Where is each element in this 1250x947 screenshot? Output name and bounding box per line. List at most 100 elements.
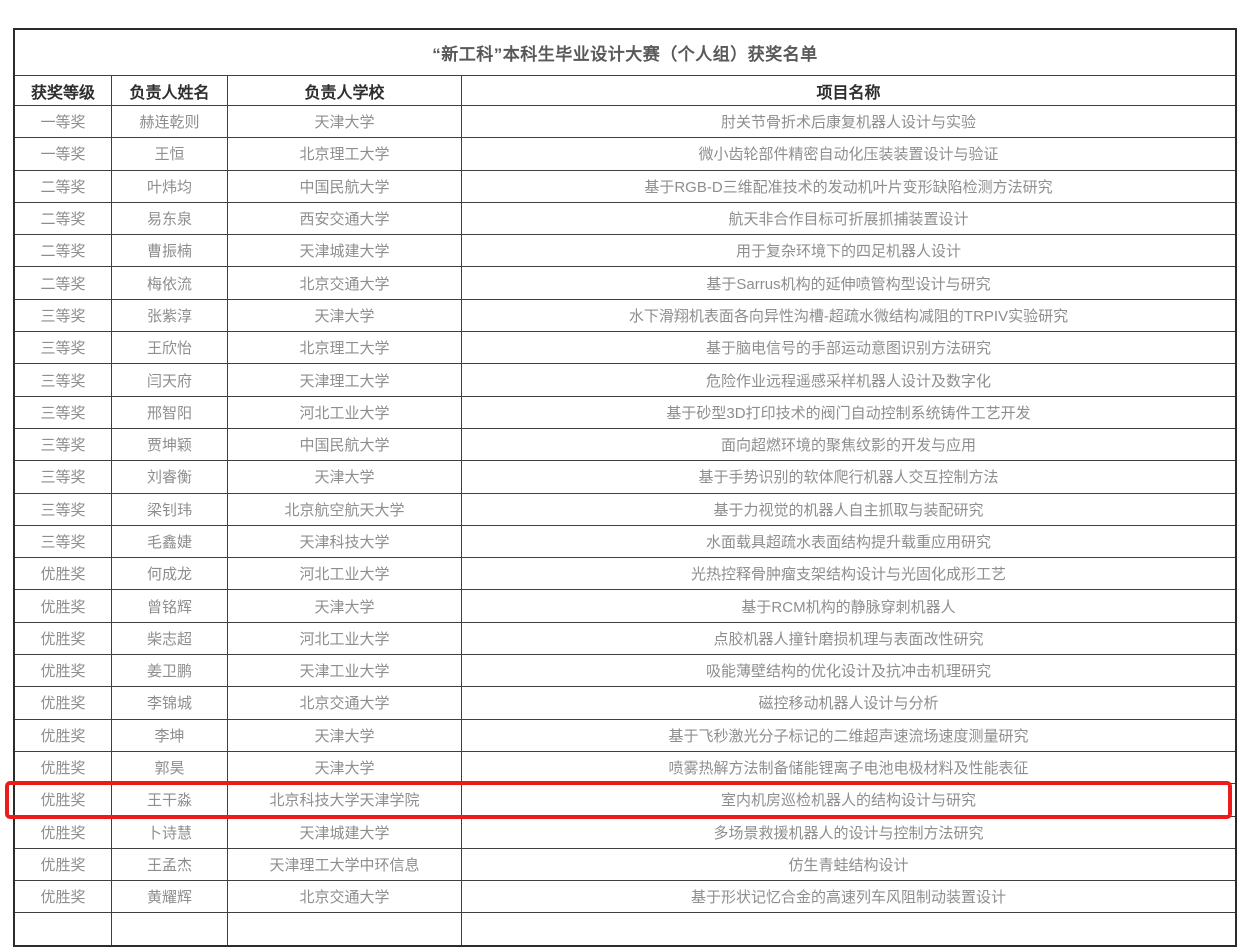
person-school-cell: 河北工业大学 — [227, 622, 461, 655]
person-name-cell: 贾坤颖 — [111, 428, 227, 461]
award-level-cell: 二等奖 — [40, 275, 86, 293]
table-row: 优胜奖 姜卫鹏 天津工业大学 吸能薄壁结构的优化设计及抗冲击机理研究 — [15, 654, 1235, 687]
person-name-cell: 王欣怡 — [111, 332, 227, 364]
project-title-cell: 水下滑翔机表面各向异性沟槽-超疏水微结构减阻的TRPIV实验研究 — [461, 299, 1235, 332]
project-title-cell: 室内机房巡检机器人的结构设计与研究 — [461, 784, 1235, 816]
award-level-cell: 三等奖 — [40, 501, 86, 519]
table-row: 三等奖 梁钊玮 北京航空航天大学 基于力视觉的机器人自主抓取与装配研究 — [15, 492, 1235, 525]
award-level-cell: 三等奖 — [40, 437, 86, 455]
project-title-cell: 点胶机器人撞针磨损机理与表面改性研究 — [461, 622, 1235, 655]
project-title-cell: 危险作业远程遥感采样机器人设计及数字化 — [461, 364, 1235, 396]
award-level-cell: 优胜奖 — [40, 727, 86, 745]
award-level-cell: 优胜奖 — [40, 598, 86, 616]
award-level-cell: 优胜奖 — [40, 760, 86, 778]
award-level-cell: 优胜奖 — [40, 695, 86, 713]
award-level-cell: 一等奖 — [40, 146, 86, 164]
award-level-cell: 三等奖 — [40, 404, 86, 422]
table-row: 优胜奖 王孟杰 天津理工大学中环信息 仿生青蛙结构设计 — [15, 847, 1235, 881]
person-name-cell: 黄耀辉 — [111, 881, 227, 913]
person-name-cell: 李锦城 — [111, 687, 227, 719]
project-title-cell: 磁控移动机器人设计与分析 — [461, 687, 1235, 719]
person-school-cell: 河北工业大学 — [227, 396, 461, 428]
person-name-cell: 梅依流 — [111, 267, 227, 299]
person-name-cell: 何成龙 — [111, 558, 227, 590]
project-title-cell: 面向超燃环境的聚焦纹影的开发与应用 — [461, 428, 1235, 461]
award-level-cell: 三等奖 — [40, 534, 86, 551]
award-level-cell: 三等奖 — [40, 340, 86, 358]
header-row: 获奖等级 负责人姓名 负责人学校 项目名称 — [15, 75, 1235, 105]
person-school-cell: 西安交通大学 — [227, 202, 461, 235]
person-school-cell: 河北工业大学 — [227, 558, 461, 590]
award-level-cell: 优胜奖 — [40, 566, 86, 584]
award-level-cell: 优胜奖 — [40, 663, 86, 681]
person-school-cell: 天津工业大学 — [227, 655, 461, 687]
project-title-cell: 基于Sarrus机构的延伸喷管构型设计与研究 — [461, 267, 1235, 299]
table-row: 二等奖 叶炜均 中国民航大学 基于RGB-D三维配准技术的发动机叶片变形缺陷检测… — [15, 169, 1235, 202]
award-level-cell: 三等奖 — [40, 469, 86, 487]
person-name-cell: 郭昊 — [111, 751, 227, 784]
person-school-cell — [227, 913, 461, 945]
person-school-cell: 中国民航大学 — [227, 170, 461, 202]
award-level-cell — [15, 913, 111, 944]
project-title-cell: 多场景救援机器人的设计与控制方法研究 — [461, 816, 1235, 848]
award-level-cell: 二等奖 — [40, 243, 86, 261]
person-name-cell: 柴志超 — [111, 622, 227, 655]
person-name-cell: 邢智阳 — [111, 396, 227, 428]
table-row-highlighted: 优胜奖 王干淼 北京科技大学天津学院 室内机房巡检机器人的结构设计与研究 — [5, 781, 1235, 819]
project-title-cell: 基于RCM机构的静脉穿刺机器人 — [461, 590, 1235, 622]
person-school-cell: 天津理工大学 — [227, 364, 461, 396]
table-row: 二等奖 易东泉 西安交通大学 航天非合作目标可折展抓捕装置设计 — [15, 201, 1235, 235]
person-school-cell: 天津大学 — [227, 299, 461, 332]
column-header-award-level: 获奖等级 — [30, 84, 95, 102]
person-school-cell: 天津理工大学中环信息 — [227, 848, 461, 881]
table-row: 优胜奖 何成龙 河北工业大学 光热控释骨肿瘤支架结构设计与光固化成形工艺 — [15, 557, 1235, 590]
person-school-cell: 北京交通大学 — [227, 267, 461, 299]
person-name-cell: 卜诗慧 — [111, 816, 227, 848]
person-name-cell: 梁钊玮 — [111, 493, 227, 525]
person-name-cell: 张紫淳 — [111, 299, 227, 332]
award-level-cell: 二等奖 — [40, 178, 86, 196]
column-header-project-title: 项目名称 — [461, 76, 1235, 105]
table-row: 优胜奖 李坤 天津大学 基于飞秒激光分子标记的二维超声速流场速度测量研究 — [15, 718, 1235, 751]
table-row: 优胜奖 李锦城 北京交通大学 磁控移动机器人设计与分析 — [15, 686, 1235, 719]
project-title-cell: 基于砂型3D打印技术的阀门自动控制系统铸件工艺开发 — [461, 396, 1235, 428]
table-row: 二等奖 曹振楠 天津城建大学 用于复杂环境下的四足机器人设计 — [15, 234, 1235, 267]
person-school-cell: 北京科技大学天津学院 — [227, 784, 461, 816]
project-title-cell: 航天非合作目标可折展抓捕装置设计 — [461, 202, 1235, 235]
person-school-cell: 天津大学 — [227, 461, 461, 493]
table-row: 一等奖 王恒 北京理工大学 微小齿轮部件精密自动化压装装置设计与验证 — [15, 137, 1235, 170]
person-name-cell: 王孟杰 — [111, 848, 227, 881]
table-row: 优胜奖 曾铭辉 天津大学 基于RCM机构的静脉穿刺机器人 — [15, 589, 1235, 622]
person-school-cell: 中国民航大学 — [227, 428, 461, 461]
table-row: 优胜奖 柴志超 河北工业大学 点胶机器人撞针磨损机理与表面改性研究 — [15, 621, 1235, 655]
person-name-cell: 叶炜均 — [111, 170, 227, 202]
project-title-cell: 肘关节骨折术后康复机器人设计与实验 — [461, 106, 1235, 138]
project-title-cell: 仿生青蛙结构设计 — [461, 848, 1235, 881]
person-name-cell: 刘睿衡 — [111, 461, 227, 493]
person-school-cell: 北京理工大学 — [227, 138, 461, 170]
table-row: 优胜奖 卜诗慧 天津城建大学 多场景救援机器人的设计与控制方法研究 — [15, 815, 1235, 848]
column-header-person-school: 负责人学校 — [227, 76, 461, 105]
table-row: 一等奖 赫连乾则 天津大学 肘关节骨折术后康复机器人设计与实验 — [15, 105, 1235, 138]
project-title-cell: 光热控释骨肿瘤支架结构设计与光固化成形工艺 — [461, 558, 1235, 590]
person-school-cell: 天津科技大学 — [227, 525, 461, 558]
award-level-cell: 一等奖 — [40, 114, 86, 132]
person-school-cell: 北京理工大学 — [227, 332, 461, 364]
award-level-cell: 三等奖 — [40, 372, 86, 390]
project-title-cell: 喷雾热解方法制备储能锂离子电池电极材料及性能表征 — [461, 751, 1235, 784]
project-title-cell: 基于RGB-D三维配准技术的发动机叶片变形缺陷检测方法研究 — [461, 170, 1235, 202]
table-row: 三等奖 贾坤颖 中国民航大学 面向超燃环境的聚焦纹影的开发与应用 — [15, 427, 1235, 461]
project-title-cell: 基于力视觉的机器人自主抓取与装配研究 — [461, 493, 1235, 525]
project-title-cell: 基于手势识别的软体爬行机器人交互控制方法 — [461, 461, 1235, 493]
person-school-cell: 天津城建大学 — [227, 235, 461, 267]
table-row: 二等奖 梅依流 北京交通大学 基于Sarrus机构的延伸喷管构型设计与研究 — [15, 266, 1235, 299]
person-school-cell: 北京交通大学 — [227, 687, 461, 719]
person-name-cell: 王恒 — [111, 138, 227, 170]
project-title-cell: 基于飞秒激光分子标记的二维超声速流场速度测量研究 — [461, 719, 1235, 751]
person-name-cell — [111, 913, 227, 945]
table-row: 优胜奖 黄耀辉 北京交通大学 基于形状记忆合金的高速列车风阻制动装置设计 — [15, 880, 1235, 913]
award-level-cell: 三等奖 — [40, 307, 86, 325]
person-name-cell: 赫连乾则 — [111, 106, 227, 138]
person-name-cell: 曹振楠 — [111, 235, 227, 267]
person-school-cell: 北京航空航天大学 — [227, 493, 461, 525]
